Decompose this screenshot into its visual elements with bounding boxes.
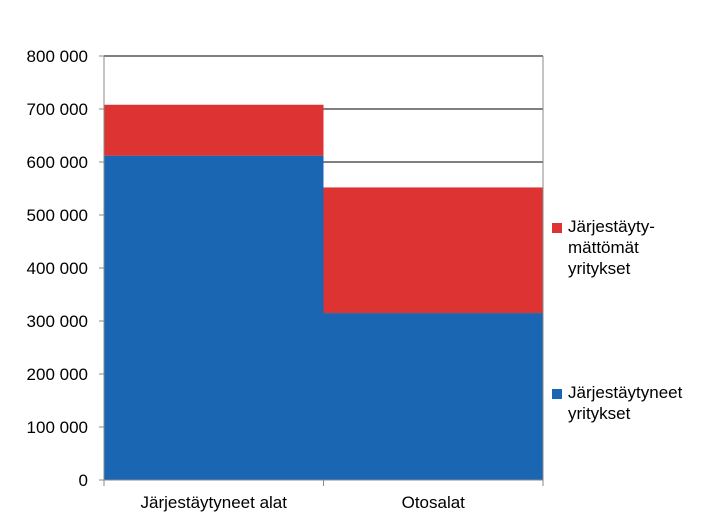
y-tick-label: 300 000 bbox=[27, 312, 88, 331]
bar-segment bbox=[104, 104, 324, 156]
legend-label-organized: Järjestäytyneet yritykset bbox=[568, 383, 683, 423]
x-tick-labels: Järjestäytyneet alat Otosalat bbox=[141, 493, 466, 512]
y-tick-label: 600 000 bbox=[27, 153, 88, 172]
legend-swatch-unorganized bbox=[552, 223, 562, 233]
bars bbox=[104, 104, 543, 480]
x-tick-label: Järjestäytyneet alat bbox=[141, 493, 288, 512]
y-tick-label: 700 000 bbox=[27, 100, 88, 119]
bar-segment bbox=[104, 155, 324, 480]
y-tick-label: 500 000 bbox=[27, 206, 88, 225]
y-tick-label: 400 000 bbox=[27, 259, 88, 278]
bar-segment bbox=[323, 313, 543, 480]
y-tick-labels: 0 100 000 200 000 300 000 400 000 500 000 600 … bbox=[27, 47, 88, 490]
y-tick-label: 100 000 bbox=[27, 418, 88, 437]
y-tick-label: 200 000 bbox=[27, 365, 88, 384]
y-tick-label: 0 bbox=[79, 471, 88, 490]
axes bbox=[99, 55, 544, 486]
x-tick-label: Otosalat bbox=[402, 493, 466, 512]
bar-segment bbox=[323, 187, 543, 314]
legend-swatch-organized bbox=[552, 389, 562, 399]
y-tick-label: 800 000 bbox=[27, 47, 88, 66]
legend-label-unorganized: Järjestäyty- mättömät yritykset bbox=[568, 217, 655, 278]
